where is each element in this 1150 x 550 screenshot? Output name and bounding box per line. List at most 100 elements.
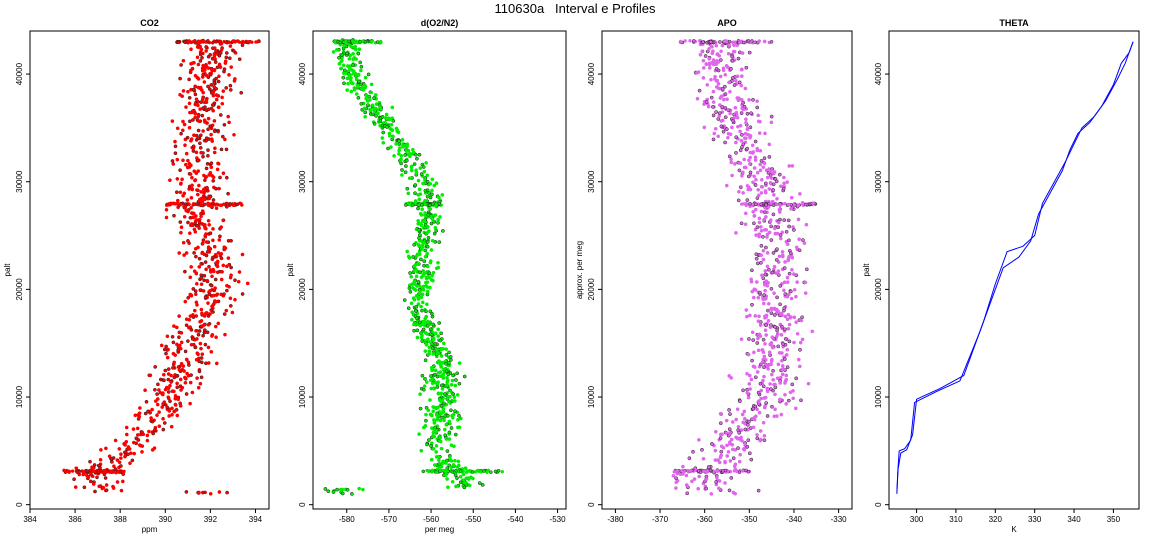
data-point — [213, 286, 217, 290]
data-point — [738, 437, 743, 442]
data-point — [783, 327, 787, 332]
data-point — [765, 414, 770, 418]
data-point — [791, 389, 795, 393]
data-point — [177, 343, 181, 348]
x-tick-label: 330 — [1028, 515, 1042, 524]
data-point — [428, 327, 433, 332]
band-point — [241, 39, 245, 44]
data-point — [714, 110, 718, 114]
data-point — [191, 87, 196, 92]
data-point — [781, 186, 786, 191]
data-point — [214, 335, 218, 340]
data-point — [221, 218, 226, 223]
data-point — [751, 209, 756, 214]
data-point — [138, 406, 142, 410]
data-point — [162, 400, 167, 404]
data-point — [720, 86, 725, 91]
data-point — [170, 406, 174, 411]
data-point — [791, 272, 796, 276]
band-point — [771, 203, 776, 208]
data-point — [389, 122, 394, 127]
y-tick-label: 40000 — [587, 62, 596, 85]
band-point — [496, 469, 501, 473]
data-point — [214, 206, 219, 211]
data-point — [439, 411, 444, 416]
data-point — [161, 427, 166, 432]
data-point — [184, 105, 188, 109]
data-point — [193, 92, 198, 97]
data-point — [183, 269, 187, 274]
data-point — [144, 399, 149, 404]
data-point — [352, 86, 357, 90]
data-point — [206, 148, 210, 152]
data-point — [733, 462, 738, 467]
band-point — [228, 202, 232, 206]
data-point — [786, 256, 791, 261]
data-point — [477, 481, 482, 485]
data-point — [785, 347, 790, 352]
data-point — [423, 349, 428, 353]
data-point — [186, 220, 190, 225]
data-point — [766, 318, 771, 323]
x-tick-label: -340 — [786, 515, 803, 524]
band-point — [178, 202, 183, 207]
data-point — [195, 55, 200, 60]
data-point — [778, 381, 783, 385]
data-point — [742, 136, 747, 140]
data-point — [417, 432, 421, 436]
x-tick-label: -330 — [831, 515, 848, 524]
data-point — [417, 197, 422, 202]
band-point — [353, 40, 357, 45]
data-point — [372, 96, 376, 101]
data-point — [748, 134, 753, 138]
data-point — [172, 389, 176, 394]
data-point — [137, 411, 142, 416]
data-point — [414, 170, 419, 175]
band-point — [102, 468, 107, 473]
data-point — [438, 439, 443, 444]
data-point — [792, 315, 797, 320]
data-point — [229, 265, 233, 270]
data-point — [771, 171, 776, 176]
data-point — [444, 461, 448, 465]
data-point — [409, 168, 414, 173]
data-point — [776, 220, 781, 225]
data-point — [792, 287, 797, 292]
data-point — [213, 57, 217, 61]
data-point — [163, 368, 168, 373]
data-point — [772, 193, 776, 197]
data-point — [761, 257, 766, 262]
data-point — [411, 296, 416, 300]
data-point — [175, 385, 180, 390]
data-point — [778, 284, 783, 288]
data-point — [354, 77, 359, 82]
data-point — [209, 137, 214, 142]
data-point — [711, 89, 716, 94]
data-point — [410, 310, 415, 315]
data-point — [727, 80, 731, 85]
data-point — [188, 110, 192, 115]
data-point — [208, 124, 213, 129]
data-point — [205, 121, 209, 125]
data-point — [340, 491, 345, 496]
data-point — [771, 212, 776, 217]
data-point — [359, 82, 363, 87]
data-point — [356, 51, 361, 56]
data-point — [211, 175, 216, 180]
data-point — [765, 232, 770, 237]
data-point — [161, 416, 165, 421]
data-point — [171, 366, 175, 370]
band-point — [811, 201, 815, 206]
data-point — [369, 82, 374, 87]
data-point — [755, 436, 760, 441]
data-point — [447, 399, 451, 404]
data-point — [701, 76, 706, 80]
data-point — [216, 105, 221, 110]
data-point — [717, 103, 722, 107]
data-point — [778, 397, 782, 402]
data-point — [212, 244, 217, 249]
data-point — [203, 342, 208, 347]
panel-title: CO2 — [140, 18, 159, 28]
data-point — [202, 314, 207, 318]
data-point — [787, 224, 791, 229]
